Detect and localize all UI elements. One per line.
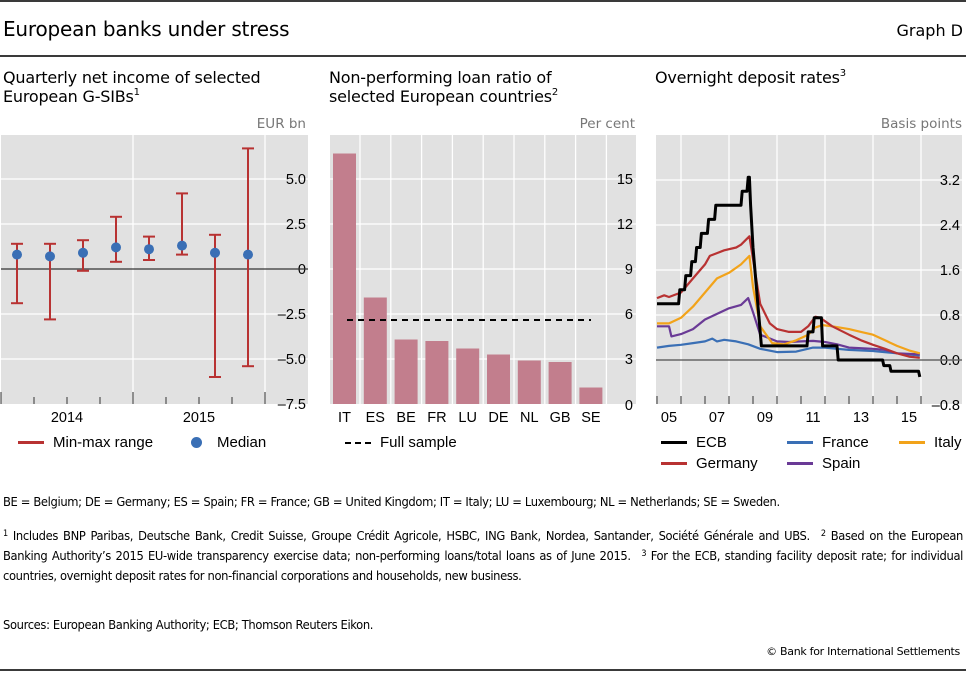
panel2-ytick-label: 12 (617, 217, 633, 233)
legend-min-max-range: Min-max range (18, 434, 153, 451)
legend-ecb: ECB (661, 434, 727, 451)
bottom-rule (0, 669, 966, 671)
legend-germany: Germany (661, 455, 758, 472)
panel1-ytick-label: 2.5 (286, 217, 306, 233)
legend-france: France (787, 434, 869, 451)
legend-line-icon (899, 441, 925, 444)
npl-bar-it (333, 153, 356, 404)
panel3-ytick-label: 2.4 (940, 218, 960, 234)
legend-italy: Italy (899, 434, 962, 451)
panel2-ytick-label: 6 (625, 307, 633, 323)
median-point (45, 251, 55, 262)
npl-bar-gb (548, 362, 572, 404)
top-rule (0, 0, 966, 2)
footnote-2: Based on the European Banking Authority’… (3, 529, 963, 564)
graph-title: European banks under stress (3, 17, 290, 41)
median-point (12, 249, 22, 260)
legend-line-icon (661, 462, 687, 465)
median-point (210, 247, 220, 258)
panel1-ytick-label: –2.5 (278, 307, 306, 323)
panel1-ytick-label: 5.0 (286, 172, 306, 188)
panel2-xtick-label: DE (488, 410, 508, 426)
panel3-ytick-label: –0.8 (932, 398, 960, 414)
legend-median: Median (183, 434, 266, 451)
panel2-xtick-label: NL (520, 410, 539, 426)
panel2-xtick-label: ES (366, 410, 385, 426)
panel1-title: Quarterly net income of selected Europea… (3, 68, 261, 106)
panel3-ytick-label: 1.6 (940, 263, 960, 279)
panel2-xtick-label: LU (458, 410, 477, 426)
panel1-ytick-label: –5.0 (278, 352, 306, 368)
panel2-xtick-label: FR (427, 410, 446, 426)
npl-bar-fr (425, 341, 449, 404)
legend-line-icon (661, 441, 687, 444)
graph-label: Graph D (896, 21, 963, 40)
panel2-ytick-label: 15 (617, 172, 633, 188)
panel1-xtick-label: 2014 (51, 410, 83, 426)
median-point (243, 249, 253, 260)
panel1-xtick-label: 2015 (183, 410, 215, 426)
footnotes: 1 Includes BNP Paribas, Deutsche Bank, C… (3, 529, 963, 584)
panel2-xtick-label: SE (581, 410, 601, 426)
legend-dashed-line-icon (345, 441, 371, 444)
panel3-ytick-label: 0.0 (940, 353, 960, 369)
panel3-ytick-label: 3.2 (940, 173, 960, 189)
npl-bar-se (579, 387, 603, 404)
footnote-3: For the ECB, standing facility deposit r… (3, 549, 963, 584)
median-point (177, 240, 187, 251)
median-point (111, 242, 121, 253)
panel3-xtick-label: 07 (709, 410, 725, 426)
title-rule (0, 55, 966, 57)
legend-line-icon (787, 462, 813, 465)
panel1-ytick-label: –7.5 (278, 397, 306, 413)
panel2-ytick-label: 9 (625, 262, 633, 278)
legend-dot-icon (191, 437, 202, 448)
line-spain (657, 297, 920, 356)
panel2-xtick-label: IT (338, 410, 351, 426)
npl-bar-lu (456, 348, 480, 404)
median-point (144, 244, 154, 255)
panel3-unit: Basis points (880, 116, 962, 132)
panel3-xtick-label: 13 (853, 410, 869, 426)
npl-bar-de (487, 354, 510, 404)
panel3-xtick-label: 05 (661, 410, 677, 426)
line-ecb (657, 175, 922, 378)
panel3-xtick-label: 11 (805, 410, 820, 426)
line-italy (657, 254, 921, 355)
copyright: © Bank for International Settlements (766, 645, 960, 658)
panel1-ytick-label: 0 (298, 262, 306, 278)
panel3-xtick-label: 09 (757, 410, 773, 426)
line-france (656, 337, 920, 357)
npl-bar-nl (517, 360, 541, 404)
panel3-xtick-label: 15 (901, 410, 917, 426)
panel2-xtick-label: GB (550, 410, 571, 426)
panel3-ytick-label: 0.8 (940, 308, 960, 324)
legend-spain: Spain (787, 455, 860, 472)
line-germany (656, 235, 920, 359)
panel2-ytick-label: 3 (625, 352, 633, 368)
panel1-unit: EUR bn (256, 116, 306, 132)
sources-note: Sources: European Banking Authority; ECB… (3, 618, 374, 633)
abbreviations-note: BE = Belgium; DE = Germany; ES = Spain; … (3, 495, 780, 510)
median-point (78, 247, 88, 258)
panel2-xtick-label: BE (396, 410, 416, 426)
npl-bar-es (363, 297, 387, 404)
legend-line-icon (787, 441, 813, 444)
footnote-1: Includes BNP Paribas, Deutsche Bank, Cre… (12, 529, 810, 544)
panel2-unit: Per cent (579, 116, 635, 132)
panel3-title: Overnight deposit rates3 (655, 68, 846, 87)
legend-full-sample: Full sample (345, 434, 457, 451)
npl-bar-be (394, 339, 418, 404)
panel2-title: Non-performing loan ratio of selected Eu… (329, 68, 559, 106)
legend-line-icon (18, 441, 44, 444)
panel2-ytick-label: 0 (625, 398, 633, 414)
